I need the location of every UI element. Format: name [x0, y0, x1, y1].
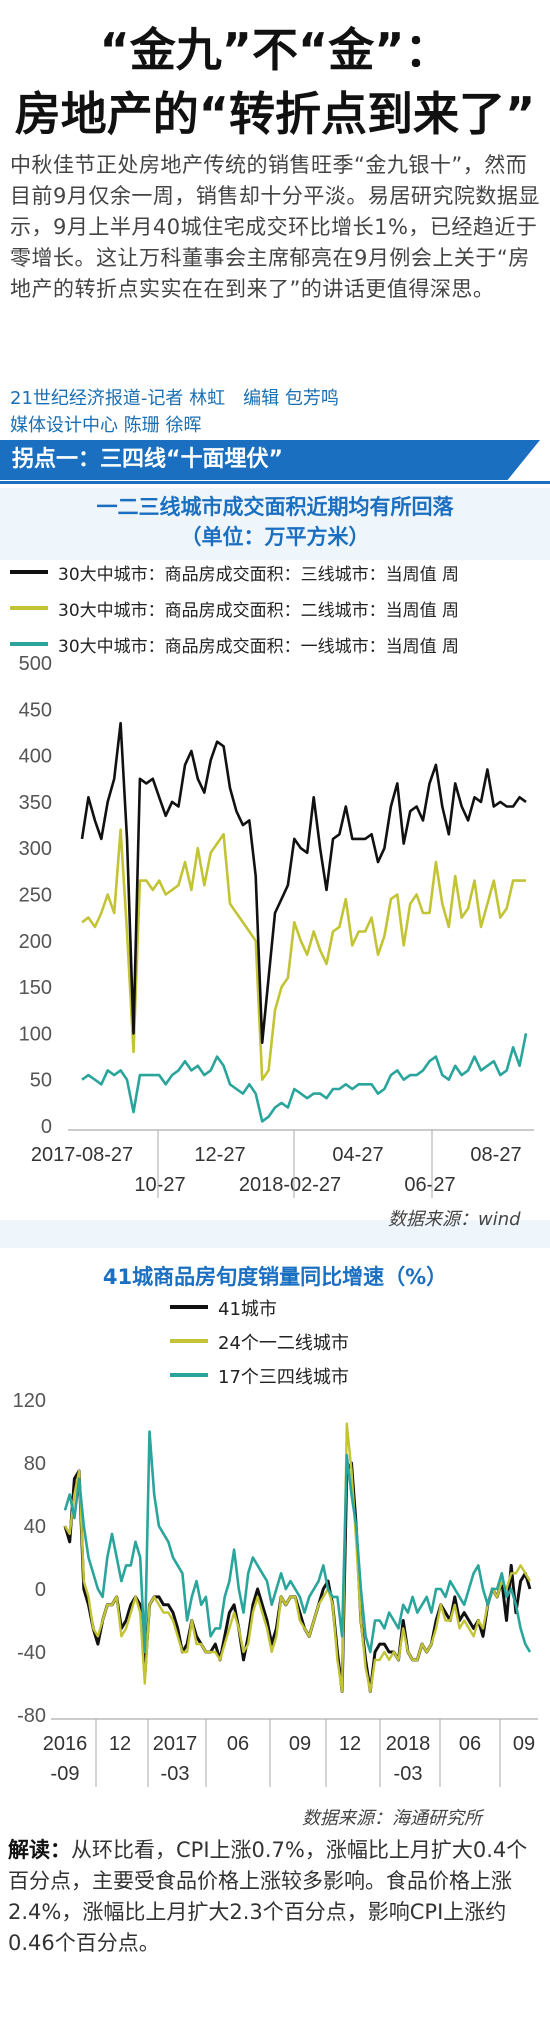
byline: 21世纪经济报道-记者 林虹 编辑 包芳鸣 媒体设计中心 陈珊 徐晖 [10, 385, 540, 439]
chart2-y-tick-label: -40 [17, 1642, 46, 1664]
chart1-x-tick-label: 04-27 [332, 1144, 383, 1166]
chart2-y-tick-label: 120 [13, 1390, 46, 1412]
chart1-x-tick-label: 2017-08-27 [31, 1144, 133, 1166]
chart2-x-tick-label: 06 [227, 1733, 249, 1755]
headline-line1: “金九”不“金”： [99, 23, 451, 77]
chart2-x-tick-label: 06 [459, 1733, 481, 1755]
chart1-y-tick-label: 450 [19, 699, 52, 721]
chart1-y-tick-label: 300 [19, 838, 52, 860]
intro-paragraph: 中秋佳节正处房地产传统的销售旺季“金九银十”，然而目前9月仅余一周，销售却十分平… [10, 153, 540, 301]
chart2-x-tick-label: 12 [339, 1733, 361, 1755]
chart2-panel [0, 1248, 550, 1858]
chart2-x-tick-label: 12 [109, 1733, 131, 1755]
chart1-title: 一二三线城市成交面积近期均有所回落 [96, 495, 454, 519]
chart2-x-tick-label: -09 [51, 1763, 80, 1785]
chart1-legend-label: 30大中城市：商品房成交面积：一线城市：当周值 周 [58, 637, 459, 657]
chart1-y-tick-label: 500 [19, 653, 52, 675]
chart2-series-line-1 [63, 1422, 532, 1693]
chart1-x-tick-label: 12-27 [194, 1144, 245, 1166]
chart2-source: 数据来源：海通研究所 [302, 1808, 482, 1829]
reading-label: 解读： [8, 1838, 71, 1862]
section-header-rule [0, 481, 550, 484]
chart1-source: 数据来源：wind [388, 1209, 521, 1230]
chart1-svg: 0 50 100 150 200 250 300 350 400 450 500 2017-08-27… [10, 565, 534, 1198]
chart1-y-tick-label: 200 [19, 931, 52, 953]
chart2-x-tick-label: 2017 [153, 1733, 198, 1755]
headline: “金九”不“金”： 房地产的“转折点到来了” [0, 0, 550, 146]
chart1-series-line-0 [80, 721, 527, 1045]
chart1-y-tick-label: 0 [41, 1116, 52, 1138]
chart2-y-tick-label: 0 [35, 1579, 46, 1601]
chart2-x-tick-label: -03 [394, 1763, 423, 1785]
chart2-y-tick-label: -80 [17, 1705, 46, 1727]
chart1-y-tick-label: 50 [30, 1070, 52, 1092]
chart2-x-tick-label: 2016 [43, 1733, 88, 1755]
chart1-y-tick-label: 250 [19, 885, 52, 907]
chart2-series-line-0 [63, 1461, 532, 1693]
chart2-x-tick-label: 2018 [386, 1733, 431, 1755]
byline-reporter: 21世纪经济报道-记者 林虹 编辑 包芳鸣 [10, 388, 339, 409]
chart1-series-line-2 [81, 1033, 528, 1123]
chart2-title: 41城商品房旬度销量同比增速（%） [102, 1265, 448, 1289]
chart1-y-tick-label: 400 [19, 746, 52, 768]
chart1-series-line-1 [81, 828, 526, 1082]
chart1-y-tick-label: 350 [19, 792, 52, 814]
chart2-series-line-2 [63, 1430, 532, 1654]
chart2-legend-label: 41城市 [218, 1299, 277, 1320]
chart1-subtitle: （单位：万平方米） [180, 525, 370, 549]
chart1-x-tick-label: 2018-02-27 [239, 1174, 341, 1196]
chart1-legend-label: 30大中城市：商品房成交面积：三线城市：当周值 周 [58, 565, 459, 585]
chart2-legend-label: 17个三四线城市 [218, 1367, 349, 1388]
chart2-svg: -80 -40 0 40 80 120 2016 12 2017 06 09 12 2018 06 09 -0… [13, 1299, 538, 1787]
headline-line2: 房地产的“转折点到来了” [14, 87, 536, 141]
chart1-y-tick-label: 150 [19, 977, 52, 999]
byline-design: 媒体设计中心 陈珊 徐晖 [10, 415, 202, 436]
section-header-background [0, 440, 540, 480]
chart1-legend-label: 30大中城市：商品房成交面积：二线城市：当周值 周 [58, 601, 459, 621]
chart1-x-tick-label: 06-27 [404, 1174, 455, 1196]
chart1-x-tick-label: 10-27 [134, 1174, 185, 1196]
section-header: 拐点一：三四线“十面埋伏” [0, 440, 550, 484]
chart2-legend-label: 24个一二线城市 [218, 1333, 349, 1354]
chart1-x-tick-label: 08-27 [470, 1144, 521, 1166]
chart2-y-tick-label: 80 [24, 1453, 46, 1475]
chart1-y-tick-label: 100 [19, 1023, 52, 1045]
reading-block: 解读：从环比看，CPI上涨0.7%，涨幅比上月扩大0.4个百分点，主要受食品价格… [8, 1835, 544, 1959]
reading-text: 从环比看，CPI上涨0.7%，涨幅比上月扩大0.4个百分点，主要受食品价格上涨较… [8, 1838, 528, 1955]
chart2-x-tick-label: 09 [513, 1733, 535, 1755]
section-header-label: 拐点一：三四线“十面埋伏” [12, 447, 283, 472]
chart2-x-tick-label: -03 [161, 1763, 190, 1785]
chart2-y-tick-label: 40 [24, 1516, 46, 1538]
chart2-x-tick-label: 09 [289, 1733, 311, 1755]
